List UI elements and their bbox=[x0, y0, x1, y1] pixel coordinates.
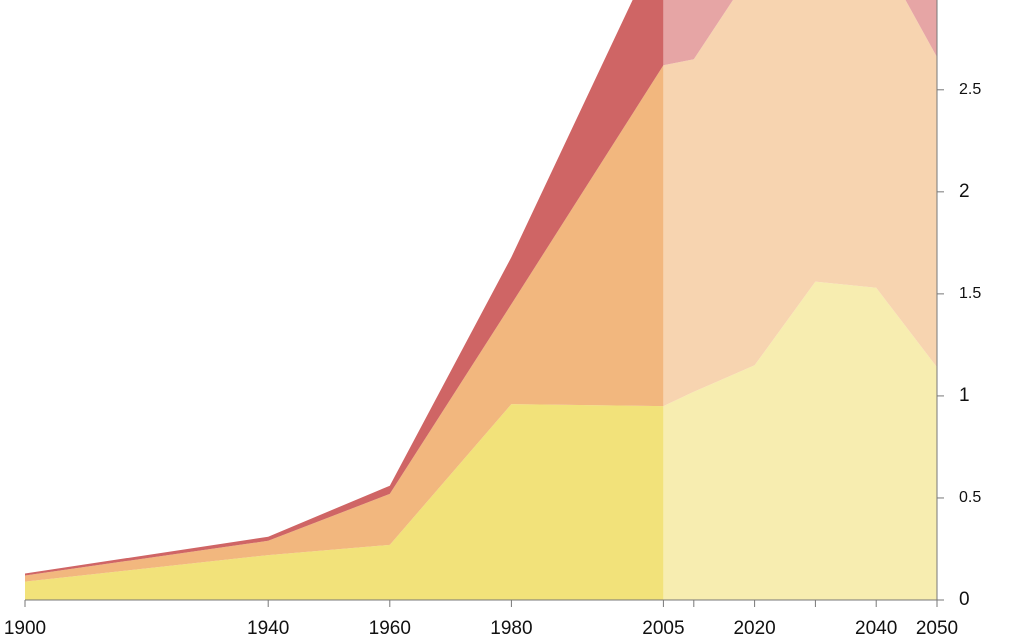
area bbox=[663, 281, 937, 600]
area bbox=[25, 65, 664, 582]
area bbox=[663, 0, 937, 407]
x-tick-label: 1980 bbox=[490, 618, 532, 639]
y-tick-label: 0 bbox=[959, 589, 970, 610]
area bbox=[25, 404, 664, 600]
x-tick-label: 1940 bbox=[247, 618, 289, 639]
plot-area bbox=[25, 0, 937, 600]
x-tick-label: 1900 bbox=[4, 618, 46, 639]
y-tick-label: 2 bbox=[959, 181, 970, 202]
x-tick-label: 2005 bbox=[642, 618, 684, 639]
x-tick-label: 2040 bbox=[855, 618, 897, 639]
y-tick-label: 2.5 bbox=[959, 81, 981, 98]
x-tick-label: 2020 bbox=[733, 618, 775, 639]
y-tick-label: 1.5 bbox=[959, 285, 981, 302]
x-tick-label: 2050 bbox=[916, 618, 958, 639]
y-tick-label: 0.5 bbox=[959, 489, 981, 506]
x-tick-label: 1960 bbox=[369, 618, 411, 639]
area bbox=[663, 0, 937, 66]
y-tick-label: 1 bbox=[959, 385, 970, 406]
